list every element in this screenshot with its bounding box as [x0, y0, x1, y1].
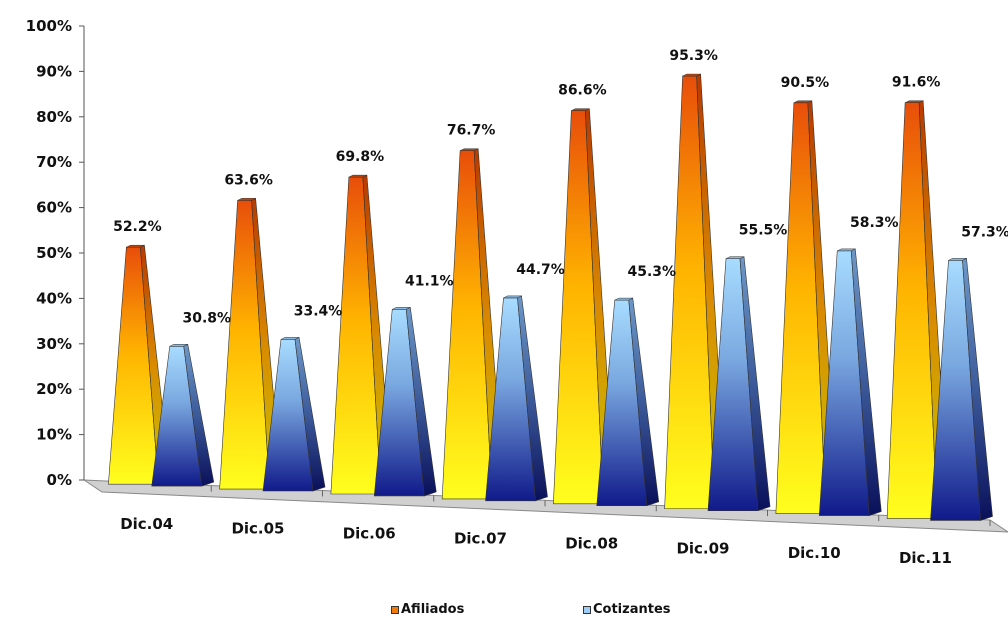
y-tick-label: 80% — [36, 108, 72, 126]
legend: Afiliados Cotizantes — [0, 603, 1008, 619]
legend-label-cotizantes: Cotizantes — [593, 602, 671, 617]
data-label-afiliados-Dic.11: 91.6% — [892, 75, 941, 91]
legend-label-afiliados: Afiliados — [401, 602, 465, 617]
bar-top-cotizantes-Dic.07 — [503, 295, 522, 299]
bar-top-cotizantes-Dic.04 — [169, 344, 188, 347]
bar-top-afiliados-Dic.08 — [571, 108, 590, 111]
x-tick-label: Dic.05 — [231, 520, 284, 538]
bar-top-afiliados-Dic.11 — [905, 100, 924, 103]
data-label-afiliados-Dic.06: 69.8% — [336, 149, 385, 165]
y-tick-label: 20% — [36, 380, 72, 398]
data-label-cotizantes-Dic.06: 41.1% — [405, 273, 454, 289]
legend-item-cotizantes: Cotizantes — [583, 603, 671, 617]
y-tick-label: 0% — [47, 471, 72, 489]
y-tick-label: 60% — [36, 199, 72, 217]
data-label-cotizantes-Dic.07: 44.7% — [516, 262, 565, 278]
data-label-cotizantes-Dic.10: 58.3% — [850, 215, 899, 231]
legend-swatch-cotizantes — [583, 606, 591, 614]
bar-top-afiliados-Dic.05 — [237, 198, 256, 201]
x-tick-label: Dic.10 — [788, 544, 841, 562]
legend-item-afiliados: Afiliados — [391, 603, 464, 617]
bar-top-cotizantes-Dic.06 — [392, 307, 411, 310]
plot-area — [108, 73, 993, 521]
data-label-afiliados-Dic.09: 95.3% — [669, 48, 718, 64]
bar-top-cotizantes-Dic.11 — [948, 258, 967, 261]
bar-top-afiliados-Dic.09 — [682, 73, 701, 77]
y-tick-label: 100% — [26, 17, 72, 35]
x-axis: Dic.04 Dic.05 Dic.06 Dic.07 Dic.08 Dic.09 Dic.… — [120, 485, 991, 567]
data-label-cotizantes-Dic.11: 57.3% — [961, 224, 1008, 240]
data-label-cotizantes-Dic.08: 45.3% — [627, 264, 676, 280]
data-label-afiliados-Dic.08: 86.6% — [558, 83, 607, 99]
x-tick-label: Dic.11 — [899, 549, 952, 567]
data-label-cotizantes-Dic.05: 33.4% — [294, 303, 343, 319]
y-tick-label: 50% — [36, 244, 72, 262]
data-label-cotizantes-Dic.04: 30.8% — [182, 310, 231, 326]
data-label-afiliados-Dic.07: 76.7% — [447, 123, 496, 139]
data-labels: 52.2% 30.8% 63.6% 33.4% 69.8% 41.1% 76.7% 44.7%… — [113, 48, 1008, 326]
bar-top-cotizantes-Dic.08 — [614, 297, 633, 301]
data-label-cotizantes-Dic.09: 55.5% — [739, 223, 788, 239]
bar-top-afiliados-Dic.07 — [460, 148, 479, 151]
bar-top-cotizantes-Dic.05 — [280, 337, 300, 340]
x-tick-label: Dic.06 — [343, 525, 396, 543]
data-label-afiliados-Dic.04: 52.2% — [113, 219, 162, 235]
x-tick-label: Dic.07 — [454, 530, 507, 548]
legend-swatch-afiliados — [391, 606, 399, 614]
x-tick-label: Dic.04 — [120, 515, 173, 533]
x-tick-label: Dic.08 — [565, 534, 618, 552]
bar-top-afiliados-Dic.10 — [793, 100, 812, 104]
bar-top-cotizantes-Dic.10 — [837, 248, 856, 252]
y-tick-label: 70% — [36, 153, 72, 171]
y-tick-label: 10% — [36, 426, 72, 444]
bar-top-afiliados-Dic.06 — [348, 174, 367, 178]
y-tick-label: 40% — [36, 289, 72, 307]
data-label-afiliados-Dic.05: 63.6% — [224, 172, 273, 188]
y-tick-label: 90% — [36, 62, 72, 80]
data-label-afiliados-Dic.10: 90.5% — [781, 75, 830, 91]
y-axis: 0% 10% 20% 30% 40% 50% 60% 70% 80% 90% 100% — [26, 17, 85, 489]
x-tick-label: Dic.09 — [676, 539, 729, 557]
y-tick-label: 30% — [36, 335, 72, 353]
bar-top-afiliados-Dic.04 — [126, 244, 145, 248]
bar-top-cotizantes-Dic.09 — [725, 256, 745, 259]
